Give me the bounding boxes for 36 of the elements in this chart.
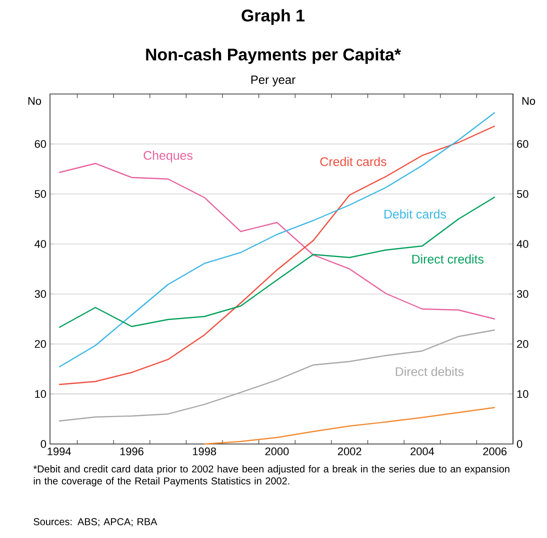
line-series (204, 406, 496, 445)
chart-subtitle: Per year (251, 76, 296, 86)
series-label: Debit cards (384, 209, 446, 219)
y2-axis-title: No (522, 97, 536, 105)
source-note: Sources: ABS; APCA; RBA (34, 518, 158, 526)
y-tick-label: 20 (34, 340, 46, 348)
y2-tick-label: 50 (516, 190, 528, 198)
x-tick-label: 1996 (120, 448, 144, 456)
x-tick-label: 2006 (483, 448, 507, 456)
chart-title: Non-cash Payments per Capita* (146, 48, 401, 64)
series-label: Direct credits (412, 254, 484, 264)
y-tick-label: 30 (34, 290, 46, 298)
series-label: Cheques (144, 150, 192, 162)
text: *Debit and credit card data prior to 2002 have been adjusted for a break in the series due to an expansion in the coverage of the Retail Payments Statistics in 2002. (33, 465, 510, 486)
y-tick-label: 10 (35, 390, 46, 398)
y-tick-label: 60 (34, 140, 46, 148)
x-tick-label: 1994 (48, 448, 71, 456)
x-tick-label: 2000 (265, 448, 289, 456)
y-tick-label: 50 (34, 190, 46, 198)
y-axis-title: No (28, 97, 42, 105)
y2-tick-label: 60 (517, 140, 528, 148)
series-label: Credit cards (320, 156, 386, 166)
line-series (58, 329, 496, 422)
caption: Graph 1 (242, 9, 305, 25)
x-tick-label: 2002 (338, 448, 362, 456)
y2-tick-label: 30 (516, 290, 528, 298)
x-tick-label: 1998 (192, 448, 216, 456)
y2-tick-label: 0 (516, 440, 522, 448)
series-label: Direct debits (396, 366, 464, 376)
y-tick-label: 40 (34, 240, 46, 248)
y2-tick-label: 10 (517, 390, 528, 398)
line-series (58, 196, 496, 328)
y2-tick-label: 20 (517, 340, 528, 348)
x-tick-label: 2004 (410, 448, 434, 456)
y-tick-label: 0 (40, 440, 46, 448)
y2-tick-label: 40 (516, 240, 528, 248)
